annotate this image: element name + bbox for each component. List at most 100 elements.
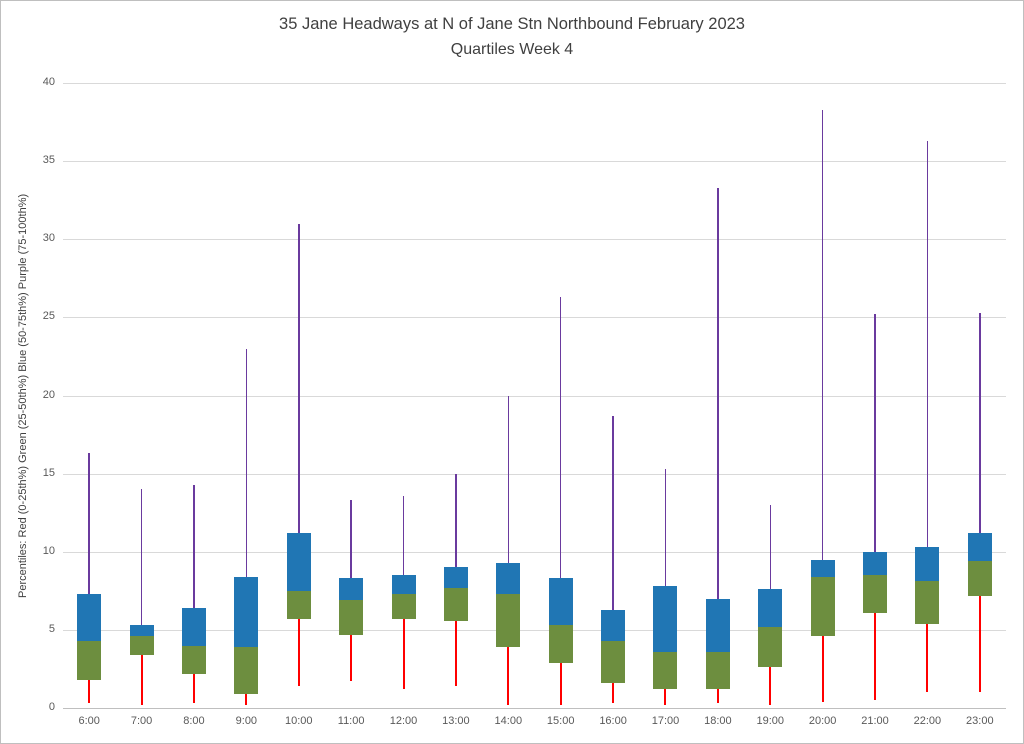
whisker-low-red bbox=[297, 618, 300, 687]
box-50-75-blue bbox=[810, 559, 835, 577]
box-50-75-blue bbox=[286, 533, 311, 591]
whisker-low-red bbox=[821, 636, 824, 702]
chart-title: 35 Jane Headways at N of Jane Stn Northb… bbox=[1, 15, 1023, 59]
gridline bbox=[63, 161, 1006, 163]
whisker-high-purple bbox=[664, 468, 667, 587]
x-tick-label: 20:00 bbox=[808, 715, 837, 727]
gridline bbox=[63, 395, 1006, 397]
x-tick-label: 6:00 bbox=[78, 715, 100, 727]
whisker-low-red bbox=[402, 618, 405, 690]
box-25-50-green bbox=[967, 561, 992, 596]
y-tick-label: 20 bbox=[42, 388, 55, 401]
chart-title-line2: Quartiles Week 4 bbox=[450, 41, 574, 58]
y-tick-label: 5 bbox=[48, 622, 55, 635]
box-50-75-blue bbox=[758, 589, 783, 627]
x-tick-label: 7:00 bbox=[130, 715, 153, 727]
box-25-50-green bbox=[339, 600, 364, 635]
whisker-low-red bbox=[769, 667, 772, 705]
gridline bbox=[63, 551, 1006, 553]
whisker-high-purple bbox=[193, 484, 195, 608]
x-tick-label: 15:00 bbox=[546, 715, 575, 727]
chart-title-line1: 35 Jane Headways at N of Jane Stn Northb… bbox=[279, 15, 745, 33]
box-25-50-green bbox=[234, 647, 259, 694]
box-25-50-green bbox=[705, 651, 730, 690]
box-25-50-green bbox=[810, 576, 835, 637]
gridline bbox=[63, 473, 1006, 475]
box-25-50-green bbox=[391, 593, 416, 619]
whisker-high-purple bbox=[559, 297, 562, 579]
whisker-high-purple bbox=[612, 415, 614, 610]
whisker-low-red bbox=[664, 689, 667, 705]
box-25-50-green bbox=[758, 626, 783, 668]
y-tick-label: 15 bbox=[42, 466, 55, 479]
whisker-high-purple bbox=[140, 489, 143, 626]
x-tick-label: 11:00 bbox=[337, 715, 365, 727]
whisker-low-red bbox=[874, 612, 877, 701]
box-50-75-blue bbox=[548, 578, 573, 626]
whisker-low-red bbox=[192, 673, 195, 704]
whisker-high-purple bbox=[507, 395, 510, 563]
x-tick-label: 13:00 bbox=[442, 715, 470, 727]
whisker-low-red bbox=[559, 662, 562, 705]
box-50-75-blue bbox=[77, 593, 102, 641]
y-tick-label: 0 bbox=[48, 701, 55, 713]
box-25-50-green bbox=[129, 636, 154, 655]
box-50-75-blue bbox=[653, 586, 678, 652]
y-tick-label: 25 bbox=[42, 310, 55, 323]
box-50-75-blue bbox=[339, 578, 364, 601]
whisker-low-red bbox=[978, 595, 981, 693]
x-tick-label: 17:00 bbox=[651, 715, 680, 727]
whisker-low-red bbox=[612, 683, 615, 704]
y-tick-label: 35 bbox=[42, 154, 55, 167]
whisker-low-red bbox=[245, 693, 248, 705]
whisker-low-red bbox=[88, 679, 91, 704]
box-25-50-green bbox=[181, 645, 206, 674]
box-25-50-green bbox=[286, 590, 311, 619]
gridline bbox=[63, 317, 1006, 319]
box-50-75-blue bbox=[129, 625, 154, 637]
whisker-high-purple bbox=[874, 314, 876, 552]
whisker-low-red bbox=[507, 647, 510, 705]
y-tick-label: 30 bbox=[42, 232, 55, 245]
box-25-50-green bbox=[548, 625, 573, 663]
box-25-50-green bbox=[77, 640, 102, 680]
x-tick-label: 9:00 bbox=[235, 715, 258, 727]
x-axis-line bbox=[63, 708, 1006, 709]
box-25-50-green bbox=[653, 651, 678, 690]
whisker-low-red bbox=[140, 654, 143, 705]
whisker-low-red bbox=[716, 689, 719, 704]
whisker-low-red bbox=[350, 634, 353, 682]
box-50-75-blue bbox=[705, 598, 730, 652]
y-tick-label: 10 bbox=[42, 544, 55, 557]
box-50-75-blue bbox=[496, 562, 521, 594]
box-50-75-blue bbox=[234, 576, 259, 648]
gridline bbox=[63, 239, 1006, 241]
x-tick-label: 19:00 bbox=[756, 715, 785, 727]
box-25-50-green bbox=[443, 587, 468, 621]
y-tick-label: 40 bbox=[42, 76, 55, 88]
x-tick-label: 8:00 bbox=[183, 715, 205, 727]
x-tick-label: 12:00 bbox=[389, 715, 418, 727]
whisker-high-purple bbox=[717, 187, 719, 599]
whisker-high-purple bbox=[298, 223, 300, 533]
whisker-high-purple bbox=[402, 495, 405, 576]
box-50-75-blue bbox=[391, 575, 416, 594]
whisker-high-purple bbox=[245, 348, 248, 577]
box-50-75-blue bbox=[967, 533, 992, 562]
whisker-low-red bbox=[926, 623, 929, 693]
whisker-high-purple bbox=[769, 504, 771, 590]
box-50-75-blue bbox=[601, 609, 626, 641]
x-tick-label: 10:00 bbox=[284, 715, 313, 727]
whisker-high-purple bbox=[350, 500, 352, 579]
x-tick-label: 23:00 bbox=[966, 715, 994, 727]
box-50-75-blue bbox=[915, 547, 940, 582]
box-25-50-green bbox=[601, 640, 626, 683]
x-tick-label: 14:00 bbox=[494, 715, 523, 727]
x-tick-label: 21:00 bbox=[861, 715, 889, 727]
whisker-high-purple bbox=[88, 453, 90, 594]
whisker-low-red bbox=[454, 620, 457, 687]
whisker-high-purple bbox=[821, 109, 824, 560]
whisker-high-purple bbox=[979, 312, 981, 533]
whisker-high-purple bbox=[455, 473, 457, 568]
whisker-high-purple bbox=[926, 140, 929, 548]
